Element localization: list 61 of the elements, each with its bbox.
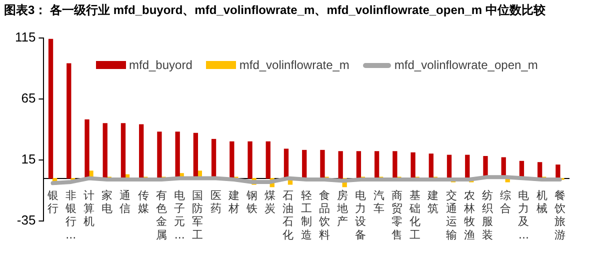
legend-label: mfd_buyord: [129, 58, 192, 72]
x-tick-label: 建材: [227, 188, 240, 215]
x-tick-label: 医药: [210, 188, 222, 215]
x-tick-label: 房地产: [336, 188, 348, 228]
bar: [248, 141, 252, 179]
legend-label: mfd_volinflowrate_open_m: [394, 58, 538, 72]
chart-title: 图表3： 各一级行业 mfd_buyord、mfd_volinflowrate_m、mfd_volinflowrate_open_m 中位数比较: [4, 2, 546, 19]
x-tick-label: 银行: [46, 188, 58, 215]
x-tick-label: 非银行...: [64, 188, 76, 242]
y-tick-label: 65: [21, 90, 36, 106]
bar: [410, 152, 416, 179]
x-tick-label: 计算机: [84, 188, 95, 228]
x-tick-label: 农林牧渔: [462, 188, 475, 242]
x-tick-label: 基础化工: [408, 188, 421, 242]
x-tick-label: 石油石化: [282, 188, 294, 242]
bar: [120, 123, 126, 179]
bar: [66, 63, 72, 179]
bar: [374, 151, 380, 179]
bar: [392, 151, 398, 179]
x-tick-label: 轻工制造: [300, 188, 312, 242]
x-tick-label: 家电: [102, 188, 113, 215]
x-tick-label: 通信: [120, 188, 131, 215]
bar: [157, 132, 162, 179]
bar: [302, 150, 307, 179]
bar: [84, 119, 90, 179]
bar: [139, 124, 144, 179]
x-tick-label: 食品饮料: [318, 188, 330, 242]
x-tick-label: 电力及...: [518, 188, 530, 242]
x-tick-label: 汽车: [373, 188, 384, 215]
x-tick-label: 机械: [536, 188, 548, 215]
bar: [284, 148, 289, 179]
x-tick-label: 商贸零售: [391, 188, 402, 242]
x-tick-label: 电力设备: [355, 188, 366, 242]
bar: [338, 151, 343, 179]
x-tick-label: 钢铁: [246, 188, 258, 215]
bar: [230, 141, 234, 179]
y-tick-label: -35: [16, 212, 36, 228]
y-tick-label: 115: [14, 30, 36, 45]
x-tick-label: 电子元...: [174, 188, 186, 242]
x-tick-label: 交通运输: [446, 188, 457, 242]
bar: [538, 162, 542, 179]
x-tick-label: 煤炭: [264, 188, 276, 215]
legend-label: mfd_volinflowrate_m: [239, 58, 350, 72]
bar: [428, 154, 434, 179]
x-tick-label: 综合: [500, 188, 512, 215]
bar: [320, 150, 325, 179]
x-tick-label: 有色金属: [156, 188, 167, 242]
x-tick-label: 餐饮旅游: [553, 188, 566, 242]
y-tick-label: 15: [21, 152, 36, 167]
bar: [175, 132, 180, 179]
bar: [446, 154, 452, 179]
bar: [356, 151, 362, 179]
x-tick-label: 国防军工: [192, 188, 204, 242]
bar: [465, 154, 470, 179]
x-tick-label: 传媒: [138, 188, 149, 215]
x-tick-label: 建筑: [426, 188, 439, 215]
bar: [48, 38, 54, 179]
bar: [556, 164, 560, 179]
bar: [102, 123, 108, 179]
bar: [266, 141, 270, 179]
x-tick-label: 纺织服装: [482, 188, 493, 242]
